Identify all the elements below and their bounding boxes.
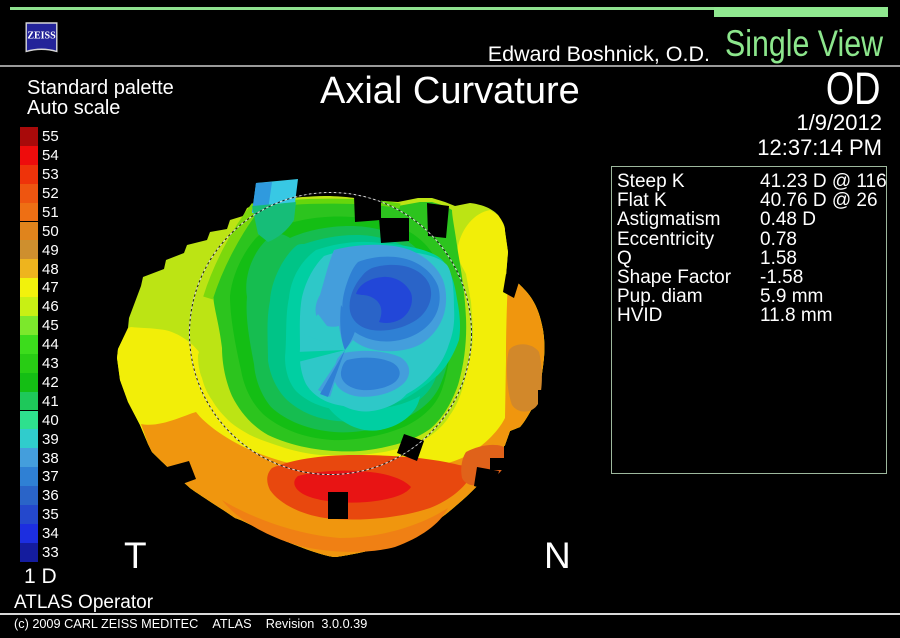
svg-text:ZEISS: ZEISS (27, 31, 56, 42)
